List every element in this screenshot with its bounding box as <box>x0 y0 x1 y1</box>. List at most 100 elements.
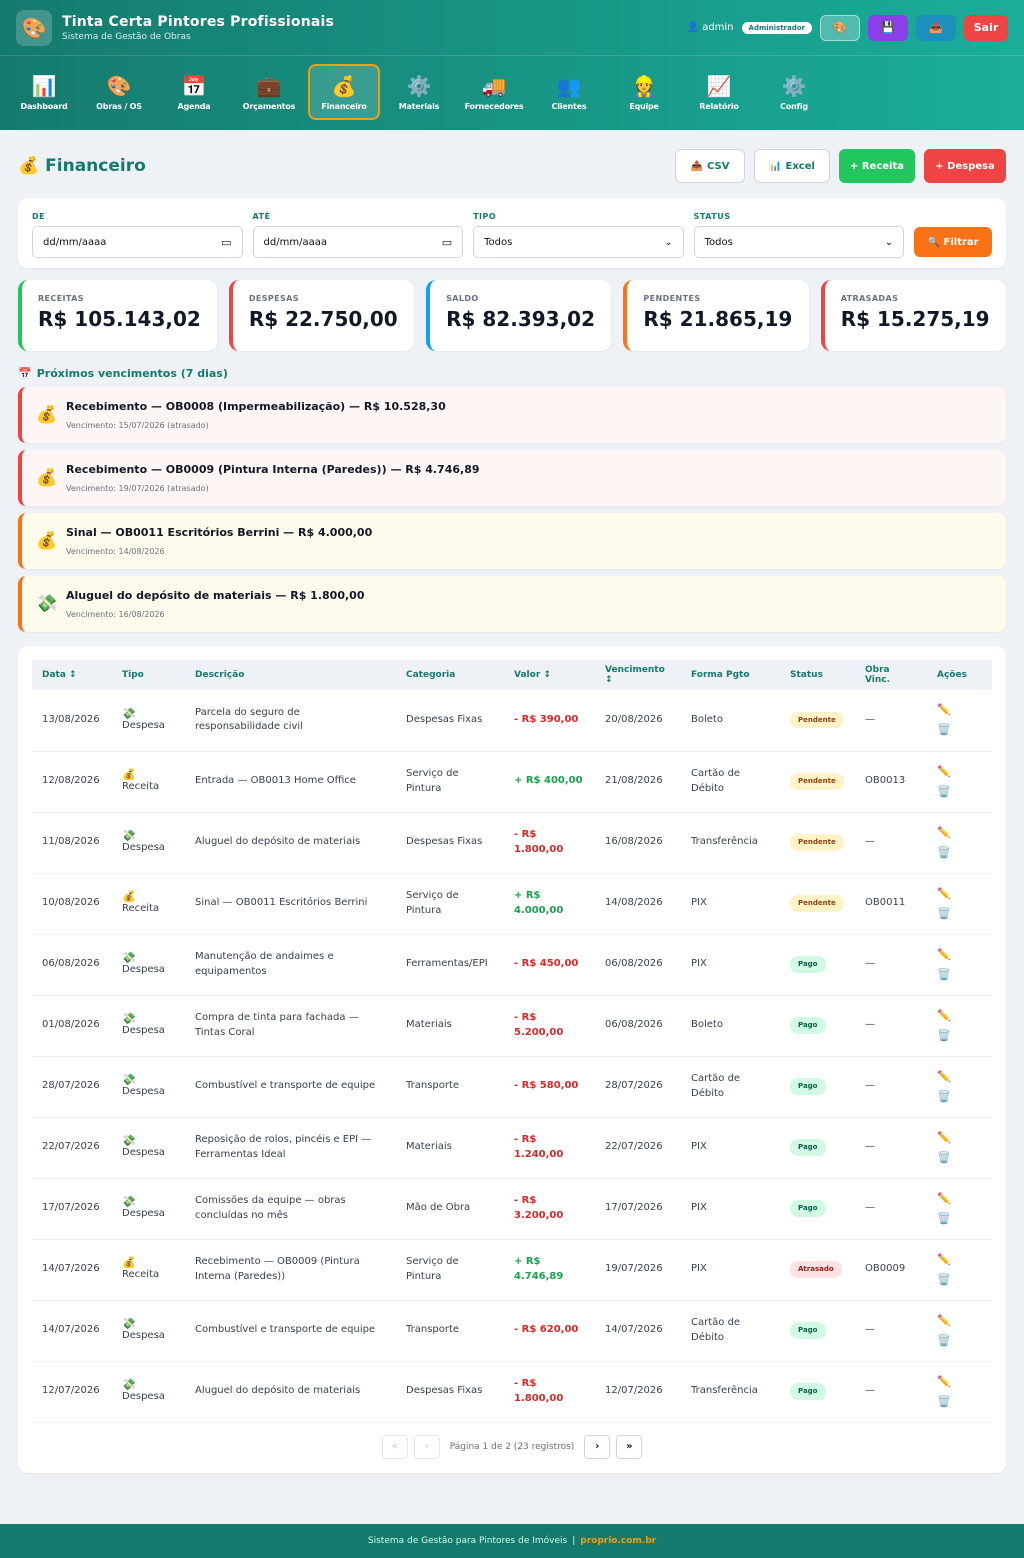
import-button[interactable]: 📤 <box>916 14 956 41</box>
nav-item-relat-rio[interactable]: 📈 Relatório <box>683 64 755 120</box>
edit-icon[interactable]: ✏️ <box>937 1008 951 1022</box>
column-header[interactable]: Valor ↕ <box>504 660 595 690</box>
cell-payment-method: Boleto <box>681 690 780 752</box>
nav-item-label: Agenda <box>177 101 211 111</box>
date-from-input[interactable]: dd/mm/aaaa ▭ <box>32 226 243 258</box>
cell-linked-obra: — <box>855 1178 927 1240</box>
chart-icon: 📊 <box>31 73 57 98</box>
filter-button[interactable]: 🔍 Filtrar <box>914 227 993 257</box>
filter-status-label: STATUS <box>693 212 731 221</box>
trash-icon[interactable]: 🗑️ <box>937 784 951 798</box>
palette-icon: 🎨 <box>833 21 847 34</box>
edit-icon[interactable]: ✏️ <box>937 1252 951 1266</box>
trash-icon[interactable]: 🗑️ <box>937 1272 951 1286</box>
upcoming-item-title: Recebimento — OB0008 (Impermeabilização)… <box>66 400 446 413</box>
upcoming-item[interactable]: 💰 Recebimento — OB0008 (Impermeabilização… <box>18 387 1006 443</box>
trash-icon[interactable]: 🗑️ <box>937 845 951 859</box>
nav-item-obras-os[interactable]: 🎨 Obras / OS <box>83 64 155 120</box>
edit-icon[interactable]: ✏️ <box>937 1130 951 1144</box>
next-page-button[interactable]: › <box>584 1434 611 1459</box>
money-wings-icon: 💸 <box>122 1316 136 1330</box>
edit-icon[interactable]: ✏️ <box>937 764 951 778</box>
filter-panel: DE dd/mm/aaaa ▭ ATÉ dd/mm/aaaa ▭ TIPO Todo… <box>18 198 1006 268</box>
trash-icon[interactable]: 🗑️ <box>937 1028 951 1042</box>
trash-icon[interactable]: 🗑️ <box>937 1394 951 1408</box>
palette-icon: 🎨 <box>21 15 47 40</box>
prev-page-button[interactable]: ‹ <box>413 1434 440 1459</box>
add-receita-button[interactable]: + Receita <box>839 149 915 183</box>
nav-item-financeiro[interactable]: 💰 Financeiro <box>308 64 380 120</box>
edit-icon[interactable]: ✏️ <box>937 1313 951 1327</box>
status-badge: Pago <box>790 1139 826 1156</box>
cell-description: Combustível e transporte de equipe <box>185 1300 396 1362</box>
tipo-label: Despesa <box>122 1390 165 1402</box>
theme-button[interactable]: 🎨 <box>820 14 860 41</box>
cell-value: - R$ 620,00 <box>504 1300 595 1362</box>
nav-item-config[interactable]: ⚙️ Config <box>758 64 830 120</box>
trash-icon[interactable]: 🗑️ <box>937 723 951 737</box>
export-csv-button[interactable]: 📤 CSV <box>675 149 745 183</box>
trash-icon[interactable]: 🗑️ <box>937 1211 951 1225</box>
edit-icon[interactable]: ✏️ <box>937 825 951 839</box>
nav-item-clientes[interactable]: 👥 Clientes <box>533 64 605 120</box>
stat-label: RECEITAS <box>38 294 84 303</box>
column-header[interactable]: Vencimento ↕ <box>595 660 681 690</box>
filter-status: STATUS Todos ⌄ <box>693 212 905 258</box>
status-badge: Pendente <box>790 773 844 790</box>
logout-button[interactable]: Sair <box>964 14 1008 41</box>
upcoming-item[interactable]: 💸 Aluguel do depósito de materiais — R$ 1… <box>18 576 1006 632</box>
cell-description: Combustível e transporte de equipe <box>185 1056 396 1118</box>
cell-status: Pago <box>780 1178 855 1240</box>
nav-item-fornecedores[interactable]: 🚚 Fornecedores <box>458 64 530 120</box>
edit-icon[interactable]: ✏️ <box>937 703 951 717</box>
money-wings-icon: 💸 <box>122 1377 136 1391</box>
row-actions: ✏️ 🗑️ <box>937 1313 982 1349</box>
stat-value: R$ 105.143,02 <box>38 307 201 331</box>
nav-item-dashboard[interactable]: 📊 Dashboard <box>8 64 80 120</box>
first-page-button[interactable]: « <box>381 1434 408 1459</box>
nav-item-label: Obras / OS <box>96 101 142 111</box>
upcoming-item-title: Recebimento — OB0009 (Pintura Interna (P… <box>66 463 480 476</box>
nav-item-agenda[interactable]: 📅 Agenda <box>158 64 230 120</box>
footer-link[interactable]: proprio.com.br <box>580 1536 657 1546</box>
trash-icon[interactable]: 🗑️ <box>937 967 951 981</box>
edit-icon[interactable]: ✏️ <box>937 1191 951 1205</box>
stat-card-despesas: DESPESAS R$ 22.750,00 <box>228 280 415 351</box>
cell-linked-obra: — <box>855 690 927 752</box>
trash-icon[interactable]: 🗑️ <box>937 1150 951 1164</box>
cell-category: Materiais <box>396 995 504 1057</box>
upcoming-item[interactable]: 💰 Recebimento — OB0009 (Pintura Interna (… <box>18 450 1006 506</box>
date-to-input[interactable]: dd/mm/aaaa ▭ <box>252 226 464 258</box>
edit-icon[interactable]: ✏️ <box>937 886 951 900</box>
table-row: 06/08/2026 💸 Despesa Manutenção de andaimes… <box>32 934 992 996</box>
row-actions: ✏️ 🗑️ <box>937 1069 982 1105</box>
edit-icon[interactable]: ✏️ <box>937 1069 951 1083</box>
cell-payment-method: Boleto <box>681 995 780 1057</box>
last-page-button[interactable]: » <box>616 1434 643 1459</box>
nav-item-or-amentos[interactable]: 💼 Orçamentos <box>233 64 305 120</box>
edit-icon[interactable]: ✏️ <box>937 947 951 961</box>
cell-payment-method: Transferência <box>681 812 780 874</box>
column-header[interactable]: Data ↕ <box>32 660 112 690</box>
column-header: Descrição <box>185 660 396 690</box>
status-badge: Pendente <box>790 834 844 851</box>
upcoming-item[interactable]: 💰 Sinal — OB0011 Escritórios Berrini — R$… <box>18 513 1006 569</box>
nav-item-label: Materiais <box>398 101 440 111</box>
cell-actions: ✏️ 🗑️ <box>927 934 992 996</box>
table-row: 12/08/2026 💰 Receita Entrada — OB0013 Home … <box>32 751 992 813</box>
tipo-select[interactable]: Todos ⌄ <box>473 226 684 258</box>
trash-icon[interactable]: 🗑️ <box>937 906 951 920</box>
add-despesa-button[interactable]: + Despesa <box>924 149 1006 183</box>
cell-date: 28/07/2026 <box>32 1056 112 1118</box>
nav-item-materiais[interactable]: ⚙️ Materiais <box>383 64 455 120</box>
nav-item-label: Fornecedores <box>464 101 524 111</box>
export-excel-button[interactable]: 📊 Excel <box>754 149 830 183</box>
backup-button[interactable]: 💾 <box>868 14 908 41</box>
nav-item-equipe[interactable]: 👷 Equipe <box>608 64 680 120</box>
money-bag-icon: 💰 <box>122 889 136 903</box>
chevron-down-icon: ⌄ <box>664 236 673 248</box>
status-select[interactable]: Todos ⌄ <box>693 226 905 258</box>
trash-icon[interactable]: 🗑️ <box>937 1333 951 1347</box>
trash-icon[interactable]: 🗑️ <box>937 1089 951 1103</box>
edit-icon[interactable]: ✏️ <box>937 1374 951 1388</box>
